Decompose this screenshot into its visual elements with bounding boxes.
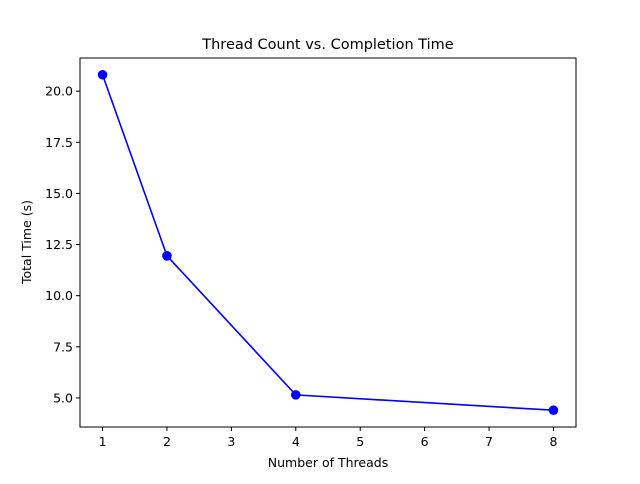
data-point — [162, 250, 172, 261]
series-line — [101, 74, 554, 412]
data-point — [97, 69, 108, 80]
series-layer — [97, 69, 559, 416]
data-point — [548, 405, 559, 416]
y-axis-ticks: 5.0 7.5 10.0 12.5 15.0 17.5 20.0 — [45, 84, 80, 405]
x-tick-label: 6 — [421, 434, 429, 449]
y-axis-label: Total Time (s) — [19, 200, 34, 285]
y-tick-label: 5.0 — [53, 390, 73, 405]
data-point — [290, 390, 301, 400]
y-tick-label: 7.5 — [53, 339, 73, 354]
x-tick-label: 1 — [99, 434, 107, 449]
x-tick-label: 7 — [485, 434, 493, 449]
x-axis-label: Number of Threads — [268, 455, 388, 470]
chart-title: Thread Count vs. Completion Time — [201, 37, 454, 53]
y-tick-label: 20.0 — [45, 84, 73, 99]
x-tick-label: 4 — [292, 434, 300, 449]
y-tick-label: 12.5 — [45, 237, 73, 252]
y-tick-label: 17.5 — [45, 135, 73, 150]
plot-area-frame — [79, 57, 577, 428]
x-tick-label: 8 — [549, 434, 557, 449]
x-tick-label: 3 — [227, 434, 235, 449]
x-tick-label: 2 — [163, 434, 171, 449]
x-axis-ticks: 1 2 3 4 5 6 7 8 — [99, 427, 557, 449]
x-tick-label: 5 — [356, 434, 364, 449]
y-tick-label: 15.0 — [45, 186, 73, 201]
y-tick-label: 10.0 — [45, 288, 73, 303]
